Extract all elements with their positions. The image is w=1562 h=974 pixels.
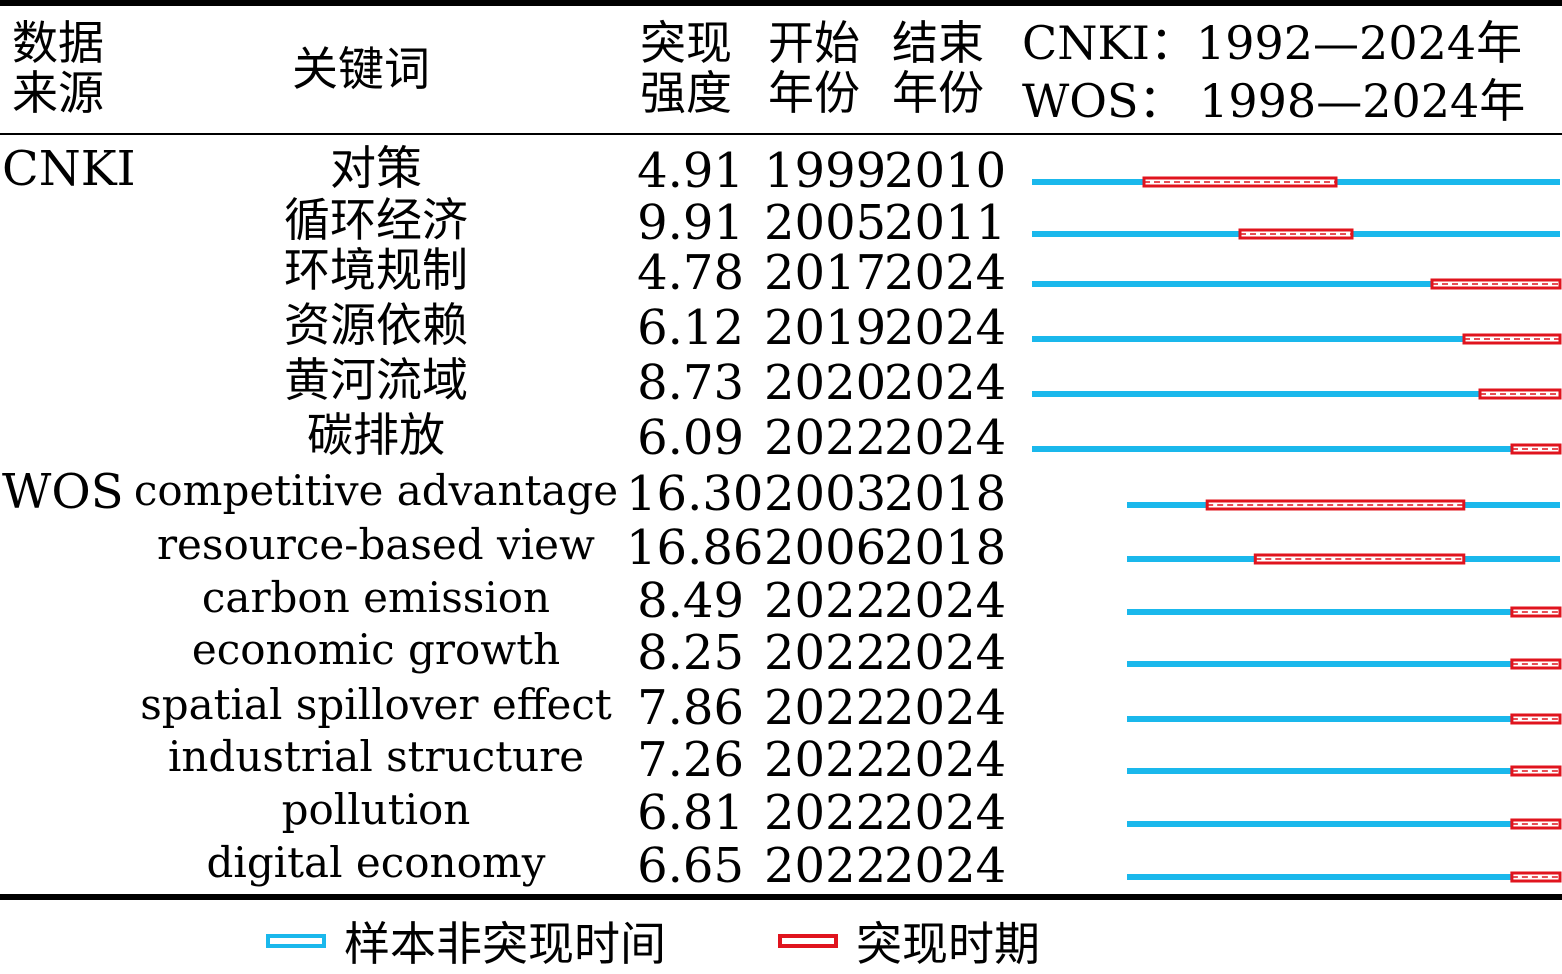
keyword-cell: resource-based view: [156, 520, 595, 569]
begin-cell: 2017: [764, 245, 887, 301]
begin-cell: 2020: [764, 355, 887, 411]
header-strength-line2: 强度: [640, 66, 732, 120]
keyword-cell: 碳排放: [307, 408, 445, 462]
end-cell: 2024: [884, 245, 1007, 301]
keyword-cell: carbon emission: [201, 573, 551, 622]
begin-cell: 2022: [764, 785, 887, 841]
end-cell: 2024: [884, 680, 1007, 736]
sample-bar: [1127, 609, 1560, 615]
end-cell: 2010: [884, 143, 1007, 199]
header-strength-line1: 突现: [640, 16, 732, 70]
sample-bar: [1127, 661, 1560, 667]
header-range-wos: WOS： 1998—2024年: [1022, 74, 1526, 128]
keyword-cell: competitive advantage: [133, 466, 619, 515]
header-begin-line1: 开始: [768, 16, 860, 70]
top-rule: [0, 0, 1562, 6]
strength-cell: 16.30: [626, 466, 764, 522]
strength-cell: 4.91: [637, 143, 744, 199]
sample-bar: [1032, 446, 1560, 452]
keyword-cell: spatial spillover effect: [140, 680, 612, 729]
header-end-line2: 年份: [892, 66, 984, 120]
begin-cell: 2006: [764, 520, 887, 576]
end-cell: 2024: [884, 732, 1007, 788]
begin-cell: 2022: [764, 838, 887, 894]
sample-bar: [1032, 281, 1560, 287]
begin-cell: 2022: [764, 410, 887, 466]
end-cell: 2024: [884, 573, 1007, 629]
header-begin-line2: 年份: [768, 66, 860, 120]
header-source-line1: 数据: [12, 16, 104, 70]
legend-sample-label: 样本非突现时间: [344, 917, 666, 971]
legend-sample-swatch: [266, 934, 326, 948]
end-cell: 2024: [884, 785, 1007, 841]
end-cell: 2011: [884, 195, 1007, 251]
source-label-cnki: CNKI: [2, 141, 136, 197]
header-source-line2: 来源: [12, 66, 104, 120]
begin-cell: 1999: [764, 143, 887, 199]
sample-bar: [1032, 391, 1560, 397]
burst-bar: [1205, 499, 1466, 511]
keyword-cell: 资源依赖: [284, 298, 468, 352]
begin-cell: 2022: [764, 625, 887, 681]
keyword-cell: 黄河流域: [284, 353, 468, 407]
end-cell: 2024: [884, 838, 1007, 894]
legend-burst-label: 突现时期: [856, 917, 1040, 971]
begin-cell: 2005: [764, 195, 887, 251]
keyword-cell: pollution: [281, 785, 471, 834]
legend-sample: 样本非突现时间: [266, 908, 666, 974]
end-cell: 2018: [884, 466, 1007, 522]
strength-cell: 6.12: [637, 300, 744, 356]
begin-cell: 2022: [764, 573, 887, 629]
sample-bar: [1127, 821, 1560, 827]
begin-cell: 2022: [764, 732, 887, 788]
strength-cell: 6.65: [637, 838, 744, 894]
strength-cell: 8.73: [637, 355, 744, 411]
header-keyword: 关键词: [292, 42, 430, 96]
strength-cell: 6.09: [637, 410, 744, 466]
keyword-cell: 循环经济: [284, 193, 468, 247]
legend-burst-swatch: [778, 934, 838, 948]
end-cell: 2024: [884, 300, 1007, 356]
source-label-wos: WOS: [2, 464, 124, 520]
legend-burst: 突现时期: [778, 908, 1040, 974]
begin-cell: 2003: [764, 466, 887, 522]
strength-cell: 9.91: [637, 195, 744, 251]
strength-cell: 6.81: [637, 785, 744, 841]
sample-bar: [1127, 874, 1560, 880]
keyword-cell: 对策: [330, 141, 422, 195]
bottom-rule: [0, 894, 1562, 900]
keyword-cell: digital economy: [206, 838, 546, 887]
keyword-cell: industrial structure: [167, 732, 585, 781]
sample-bar: [1032, 336, 1560, 342]
sample-bar: [1127, 716, 1560, 722]
end-cell: 2024: [884, 625, 1007, 681]
strength-cell: 8.25: [637, 625, 744, 681]
begin-cell: 2022: [764, 680, 887, 736]
header-rule: [0, 133, 1562, 135]
strength-cell: 16.86: [626, 520, 764, 576]
strength-cell: 8.49: [637, 573, 744, 629]
strength-cell: 7.26: [637, 732, 744, 788]
strength-cell: 7.86: [637, 680, 744, 736]
end-cell: 2024: [884, 355, 1007, 411]
header-end-line1: 结束: [892, 16, 984, 70]
keyword-cell: 环境规制: [284, 243, 468, 297]
strength-cell: 4.78: [637, 245, 744, 301]
keyword-cell: economic growth: [191, 625, 561, 674]
header-range-cnki: CNKI：1992—2024年: [1022, 16, 1523, 70]
begin-cell: 2019: [764, 300, 887, 356]
end-cell: 2018: [884, 520, 1007, 576]
end-cell: 2024: [884, 410, 1007, 466]
sample-bar: [1127, 768, 1560, 774]
